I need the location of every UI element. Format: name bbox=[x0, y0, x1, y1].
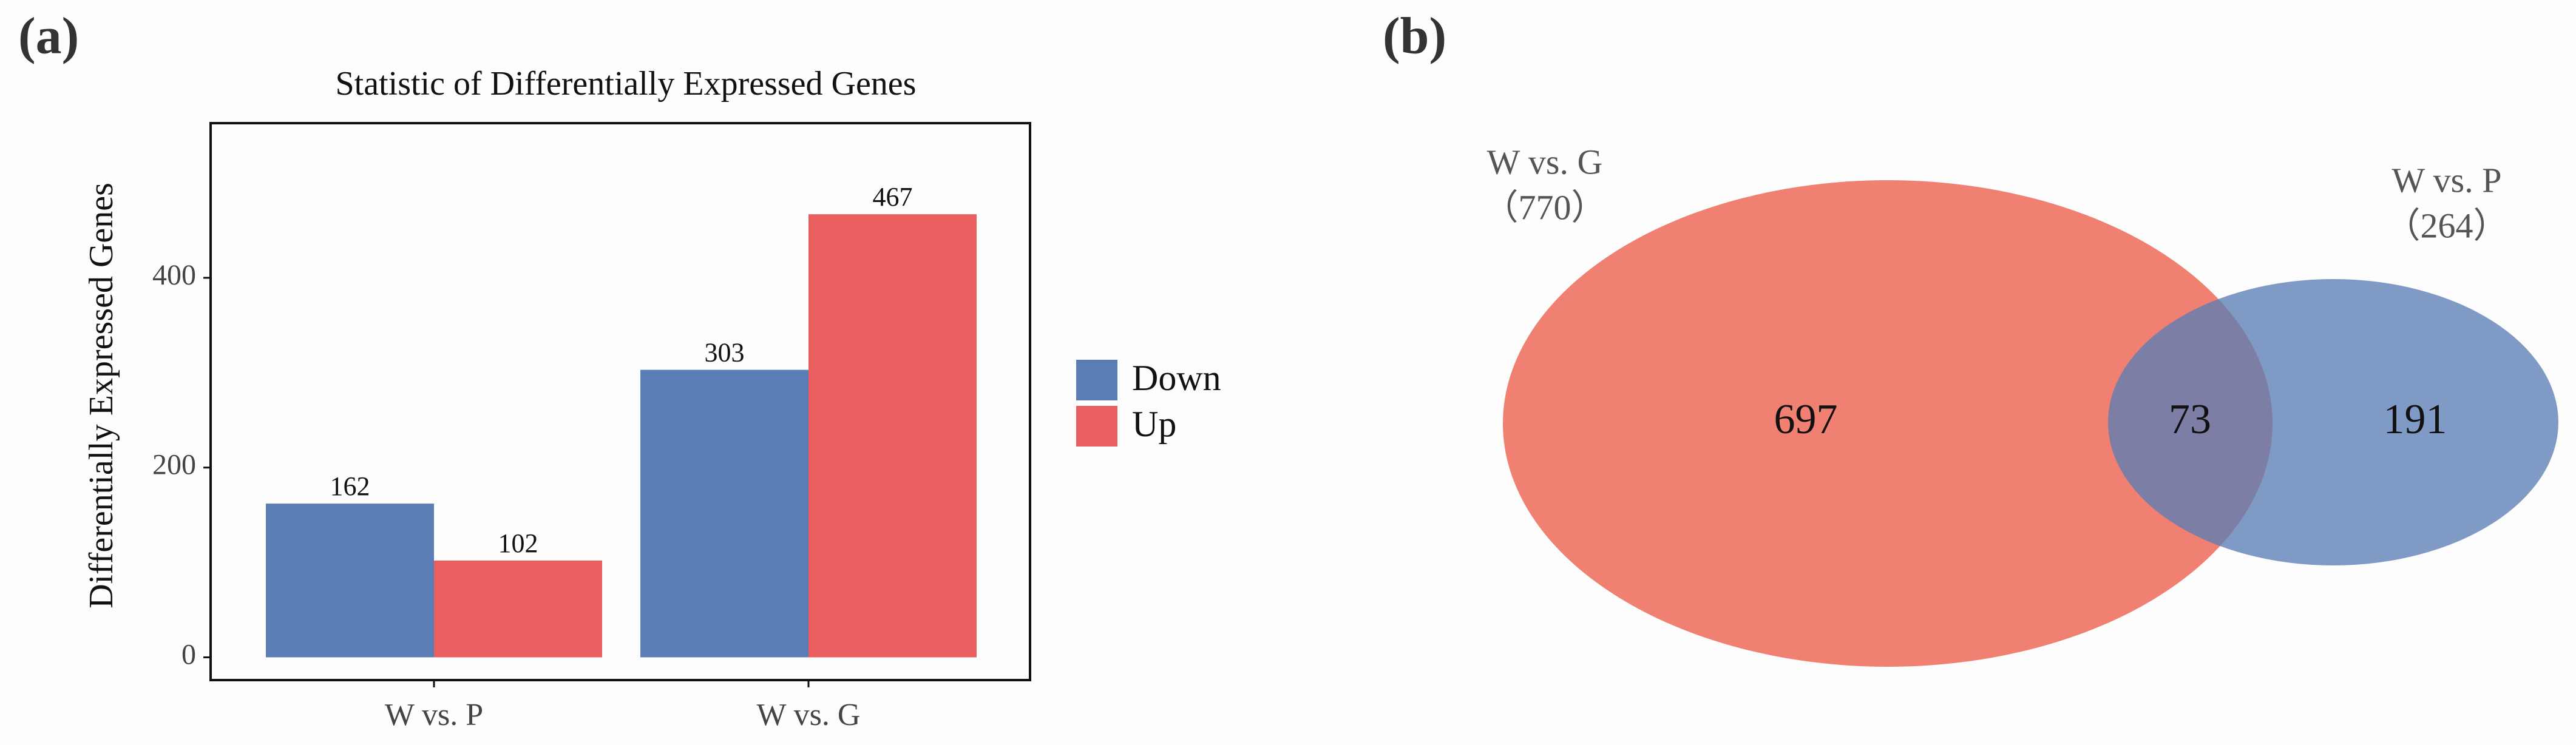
legend-swatch bbox=[1076, 360, 1117, 400]
x-tick-label: W vs. G bbox=[757, 698, 861, 732]
legend-label: Down bbox=[1132, 358, 1221, 398]
set-name: W vs. G bbox=[1487, 142, 1603, 181]
set-name: W vs. P bbox=[2391, 160, 2501, 200]
y-tick-label: 0 bbox=[181, 638, 196, 670]
legend-swatch bbox=[1076, 406, 1117, 447]
region-count: 191 bbox=[2384, 396, 2447, 443]
panel-label: (a) bbox=[18, 7, 79, 65]
value-label: 102 bbox=[498, 528, 538, 558]
panel-label: (b) bbox=[1383, 7, 1446, 65]
plot-frame bbox=[209, 122, 1031, 681]
value-label: 467 bbox=[873, 182, 913, 212]
bar bbox=[266, 504, 434, 658]
bar bbox=[640, 369, 808, 658]
set-size: （770） bbox=[1483, 187, 1606, 227]
y-tick-label: 400 bbox=[152, 259, 196, 291]
region-count: 73 bbox=[2169, 396, 2211, 443]
value-label: 303 bbox=[705, 338, 745, 368]
bar bbox=[434, 560, 602, 658]
venn-set bbox=[2108, 279, 2558, 565]
set-size: （264） bbox=[2385, 206, 2508, 245]
value-label: 162 bbox=[330, 471, 370, 501]
y-axis-label: Differentially Expressed Genes bbox=[83, 183, 120, 608]
legend-label: Up bbox=[1132, 404, 1176, 444]
y-tick-label: 200 bbox=[152, 449, 196, 481]
bar bbox=[808, 214, 977, 658]
region-count: 697 bbox=[1774, 396, 1838, 443]
venn-set bbox=[1503, 180, 2273, 667]
x-tick-label: W vs. P bbox=[385, 698, 483, 732]
chart-title: Statistic of Differentially Expressed Ge… bbox=[336, 65, 917, 103]
